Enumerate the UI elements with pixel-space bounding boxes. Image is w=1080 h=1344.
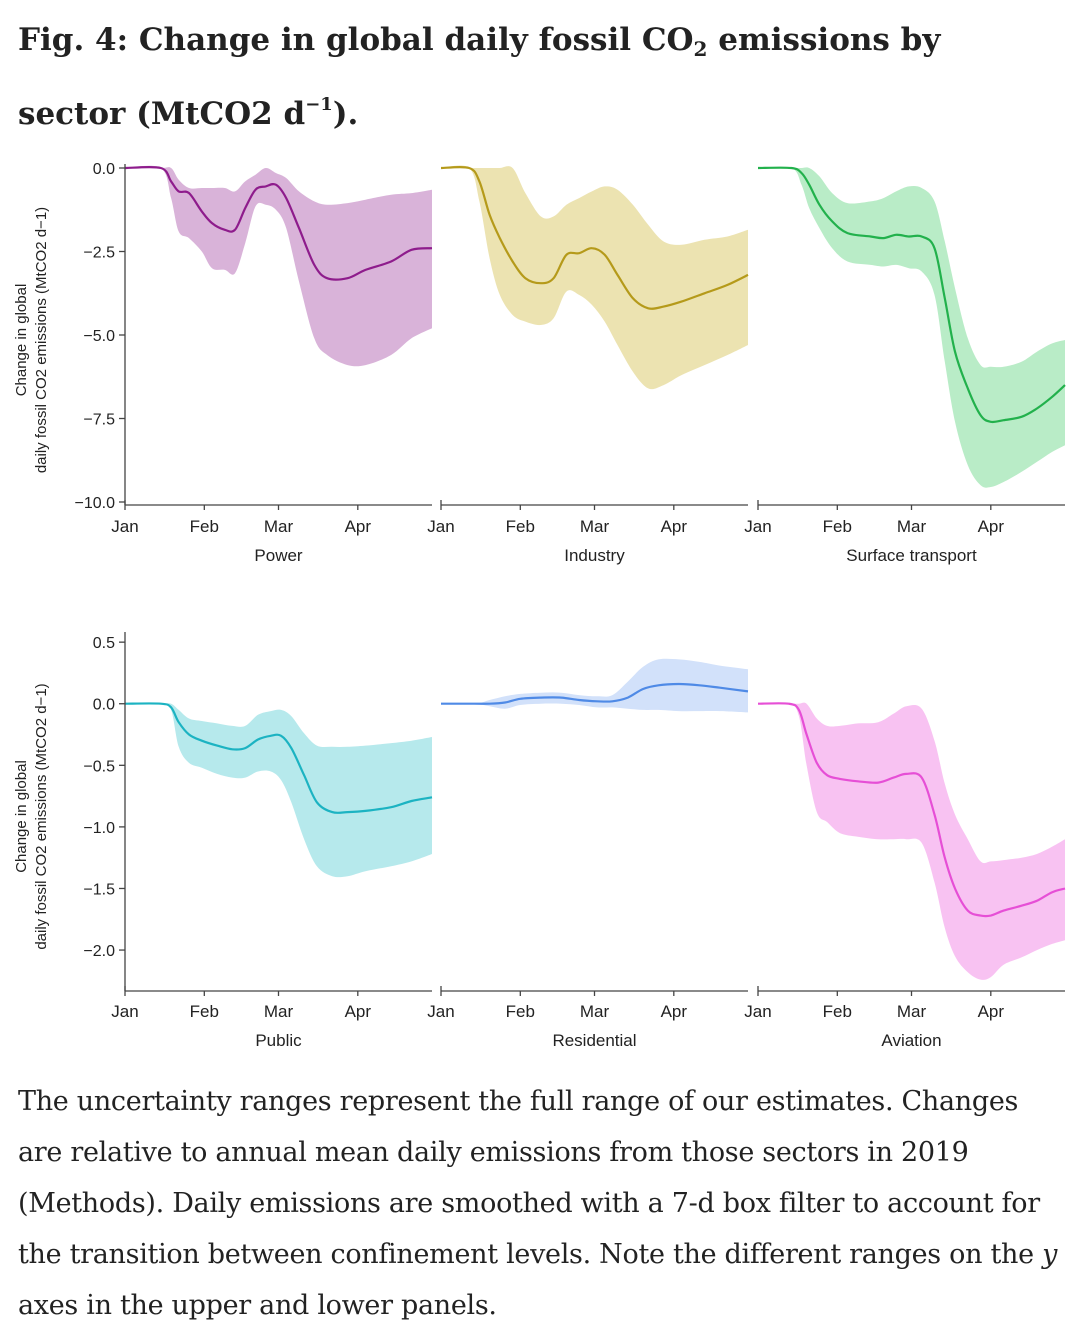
x-axis-label-public: Public [255,1031,302,1050]
series-line-residential [441,682,749,705]
y-tick-label-public: −1.0 [83,820,115,837]
panel-public: Jan Feb Mar Apr Public 0.5 0.0 −0.5 −1.0 −1.5 −2.0… [13,632,433,1050]
sector-emissions-figure: Jan Feb Mar Apr Power 0.0 −2.5 −5.0 −7.5 −10.0 Cha… [13,161,1066,1050]
y-axis-label-line2-public: daily fossil CO2 emissions (MtCO2 d−1) [33,683,50,949]
x-tick-label-residential: Jan [427,1002,454,1021]
uncertainty-band-power [125,165,432,367]
uncertainty-band-public [125,703,432,878]
y-tick-label-public: −2.0 [83,943,115,960]
series-line-public [124,702,433,814]
y-axis-label-public: Change in global [13,760,30,873]
y-axis-label-power: Change in global [13,284,30,397]
y-tick-label-public: −1.5 [83,881,115,898]
x-tick-label-aviation: Apr [978,1002,1005,1021]
x-tick-label-residential: Feb [506,1002,535,1021]
y-tick-label-public: −0.5 [83,758,115,775]
series-line-aviation [757,702,1066,918]
x-tick-label-power: Feb [190,517,219,536]
x-axis-label-power: Power [254,546,303,565]
x-tick-label-public: Apr [345,1002,372,1021]
x-tick-label-surface-transport: Mar [897,517,927,536]
y-tick-label-power: −2.5 [83,245,115,262]
panel-power: Jan Feb Mar Apr Power 0.0 −2.5 −5.0 −7.5 −10.0 Cha… [13,161,433,565]
x-tick-label-industry: Jan [427,517,454,536]
y-tick-label-power: 0.0 [93,161,115,178]
series-line-power [124,165,433,281]
y-tick-label-public: 0.5 [93,635,115,652]
x-axis-label-industry: Industry [564,546,625,565]
x-tick-label-surface-transport: Jan [744,517,771,536]
x-tick-label-power: Mar [264,517,294,536]
uncertainty-band-surface-transport [758,166,1065,488]
x-axis-label-residential: Residential [552,1031,636,1050]
x-tick-label-public: Feb [190,1002,219,1021]
x-axis-label-surface-transport: Surface transport [846,546,977,565]
uncertainty-band-industry [441,165,748,390]
x-tick-label-industry: Feb [506,517,535,536]
x-tick-label-aviation: Mar [897,1002,927,1021]
y-tick-label-public: 0.0 [93,697,115,714]
x-tick-label-public: Mar [264,1002,294,1021]
y-tick-label-power: −7.5 [83,412,115,429]
x-tick-label-power: Apr [345,517,372,536]
x-tick-label-residential: Apr [661,1002,688,1021]
y-tick-label-power: −10.0 [75,495,116,512]
series-line-surface-transport [757,166,1066,424]
x-tick-label-residential: Mar [580,1002,610,1021]
panel-aviation: Jan Feb Mar Apr Aviation [744,702,1066,1050]
x-tick-label-aviation: Feb [823,1002,852,1021]
panel-industry: Jan Feb Mar Apr Industry [427,165,749,565]
x-tick-label-surface-transport: Apr [978,517,1005,536]
x-tick-label-industry: Mar [580,517,610,536]
series-line-industry [440,165,749,310]
uncertainty-band-aviation [758,702,1065,980]
x-tick-label-aviation: Jan [744,1002,771,1021]
figure-caption: The uncertainty ranges represent the ful… [18,1086,1058,1321]
x-tick-label-power: Jan [111,517,138,536]
x-tick-label-industry: Apr [661,517,688,536]
x-tick-label-public: Jan [111,1002,138,1021]
y-axis-label-line2-power: daily fossil CO2 emissions (MtCO2 d−1) [33,207,50,473]
x-tick-label-surface-transport: Feb [823,517,852,536]
figure-title: Fig. 4: Change in global daily fossil CO… [18,22,941,132]
y-tick-label-power: −5.0 [83,328,115,345]
x-axis-label-aviation: Aviation [881,1031,941,1050]
panel-residential: Jan Feb Mar Apr Residential [427,658,749,1050]
